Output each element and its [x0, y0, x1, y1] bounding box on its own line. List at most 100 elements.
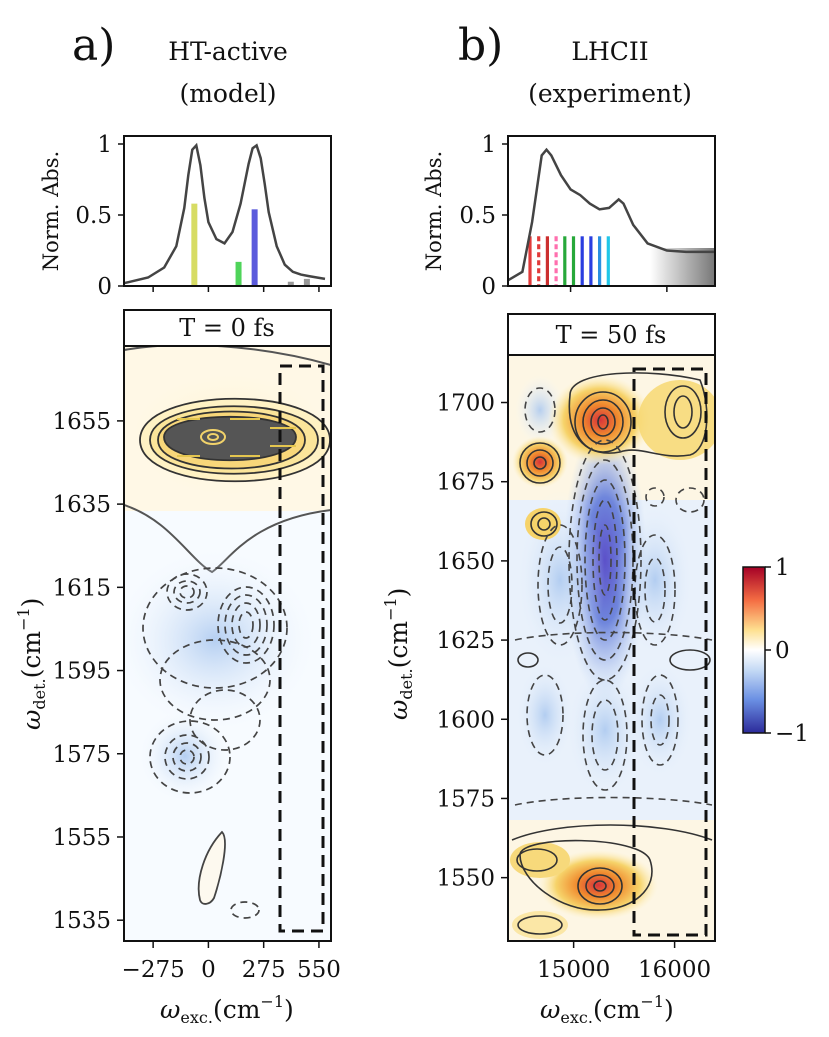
- a-main-frame: [123, 345, 332, 942]
- a-stick-3: [287, 281, 294, 286]
- title-b-line1: LHCII: [571, 37, 648, 66]
- a-xtick-label: 550: [297, 957, 341, 983]
- b-top-ytick-label: 1: [481, 132, 496, 158]
- b-ylabel-close: ): [384, 588, 413, 598]
- colorbar-ticks: 1 0 −1: [765, 555, 809, 747]
- b-ylabel-exp: −1: [381, 597, 400, 621]
- a-top-yticks: 00.51: [75, 132, 320, 300]
- b-top-ytick-label: 0.5: [459, 203, 496, 229]
- a-ytick-label: 1635: [52, 492, 111, 518]
- svg-text:ωexc.(cm−1): ωexc.(cm−1): [540, 992, 674, 1027]
- a-xlabel-exp: −1: [260, 992, 284, 1011]
- b-xlabel-omega: ω: [540, 995, 560, 1024]
- colorbar-tick-label: 0: [775, 638, 790, 664]
- a-stick-1: [235, 261, 242, 286]
- b-pos-contours: [511, 372, 713, 935]
- b-xtick-label: 16000: [638, 957, 711, 983]
- b-main-frame: [507, 354, 716, 942]
- panel-a-absorption: 00.51 Norm. Abs.: [39, 132, 332, 300]
- a-stick-spectrum: [191, 203, 310, 286]
- b-xlabel-exp: −1: [640, 992, 664, 1011]
- b-xlabel-close: ): [664, 995, 674, 1024]
- a-top-ylabel: Norm. Abs.: [39, 151, 63, 271]
- a-ylabel-close: ): [17, 598, 46, 608]
- a-pos-contours: [139, 397, 331, 483]
- b-xticks: 15000 16000: [537, 941, 711, 983]
- a-top-frame: [123, 135, 332, 287]
- b-ylabel-unit: (cm: [384, 621, 413, 669]
- a-time-header: [123, 309, 332, 347]
- a-ytick-label: 1555: [52, 825, 111, 851]
- b-ytick-label: 1675: [436, 470, 495, 496]
- title-a-line2: (model): [179, 79, 276, 108]
- b-dashed-box: [632, 367, 708, 937]
- a-ytick-label: 1655: [52, 409, 111, 435]
- b-gray-band: [650, 248, 715, 286]
- b-xlabel: ωexc.(cm−1): [540, 992, 674, 1027]
- a-xtick-label: −275: [122, 957, 185, 983]
- colorbar-tick-label: −1: [775, 721, 809, 747]
- a-xlabel-close: ): [284, 995, 294, 1024]
- a-ylabel-unit: (cm: [17, 631, 46, 679]
- b-pos-regions: [510, 375, 715, 939]
- a-xtick-label: 0: [201, 957, 216, 983]
- a-ylabel: ωdet.(cm−1): [14, 598, 49, 730]
- a-top-ytick-label: 1: [97, 132, 112, 158]
- a-xtick-label: 275: [242, 957, 286, 983]
- a-xlabel-unit: (cm: [213, 995, 261, 1024]
- b-neg-contours: [514, 387, 713, 806]
- a-ytick-label: 1575: [52, 742, 111, 768]
- b-ytick-label: 1650: [436, 549, 495, 575]
- b-absorption-line: [508, 147, 715, 282]
- panel-b-2d-spectrum: T = 50 fs: [381, 313, 716, 1027]
- b-stick-spectrum: [528, 236, 610, 286]
- b-neg-regions: [515, 375, 695, 800]
- a-xticks: −275 0 275 550: [122, 941, 341, 983]
- panel-b-absorption: 00.51 Norm. Abs.: [422, 132, 716, 300]
- a-stick-4: [303, 278, 310, 286]
- b-top-frame: [507, 135, 716, 287]
- b-xlabel-unit: (cm: [593, 995, 641, 1024]
- a-peak-markers: [177, 418, 296, 457]
- a-stick-2: [251, 209, 258, 286]
- a-top-ytick-label: 0: [97, 274, 112, 300]
- svg-text:ωdet.(cm−1): ωdet.(cm−1): [381, 588, 416, 720]
- a-ylabel-omega: ω: [17, 710, 46, 730]
- panel-a-2d-spectrum: T = 0 fs: [14, 309, 341, 1027]
- b-top-ylabel: Norm. Abs.: [422, 151, 446, 271]
- b-ylabel-sub: det.: [397, 668, 416, 699]
- a-small-positive-lobe: [197, 830, 226, 905]
- a-dashed-box: [278, 364, 325, 933]
- panel-label-a: a): [72, 20, 115, 71]
- a-ytick-label: 1595: [52, 659, 111, 685]
- a-xlabel-omega: ω: [160, 995, 180, 1024]
- b-ytick-label: 1625: [436, 628, 495, 654]
- a-xlabel: ωexc.(cm−1): [160, 992, 294, 1027]
- panel-label-b: b): [458, 20, 503, 71]
- colorbar: 1 0 −1: [742, 555, 809, 747]
- a-ylabel-exp: −1: [14, 607, 33, 631]
- b-time-label: T = 50 fs: [556, 321, 667, 349]
- b-ytick-label: 1575: [436, 786, 495, 812]
- svg-text:ωdet.(cm−1): ωdet.(cm−1): [14, 598, 49, 730]
- colorbar-tick-label: 1: [775, 555, 790, 581]
- b-yticks: 1550 1575 1600 1625 1650 1675 1700: [436, 391, 508, 892]
- b-xtick-label: 15000: [537, 957, 610, 983]
- colorbar-gradient: [742, 566, 766, 734]
- b-ytick-label: 1600: [436, 707, 495, 733]
- a-xlabel-sub: exc.: [180, 1008, 213, 1027]
- a-ytick-label: 1535: [52, 908, 111, 934]
- a-yticks: 1535 1555 1575 1595 1615 1635 1655: [52, 409, 124, 934]
- a-top-ytick-label: 0.5: [75, 203, 112, 229]
- b-ylabel-omega: ω: [384, 700, 413, 720]
- a-absorption-line: [124, 142, 326, 285]
- b-top-yticks: 00.51: [459, 132, 668, 300]
- a-stick-0: [191, 203, 198, 286]
- b-time-header: [507, 313, 716, 356]
- a-neg-contours: [142, 567, 288, 919]
- title-a-line1: HT-active: [168, 37, 288, 66]
- title-b-line2: (experiment): [528, 79, 692, 108]
- b-top-ytick-label: 0: [481, 274, 496, 300]
- a-time-label: T = 0 fs: [179, 314, 274, 342]
